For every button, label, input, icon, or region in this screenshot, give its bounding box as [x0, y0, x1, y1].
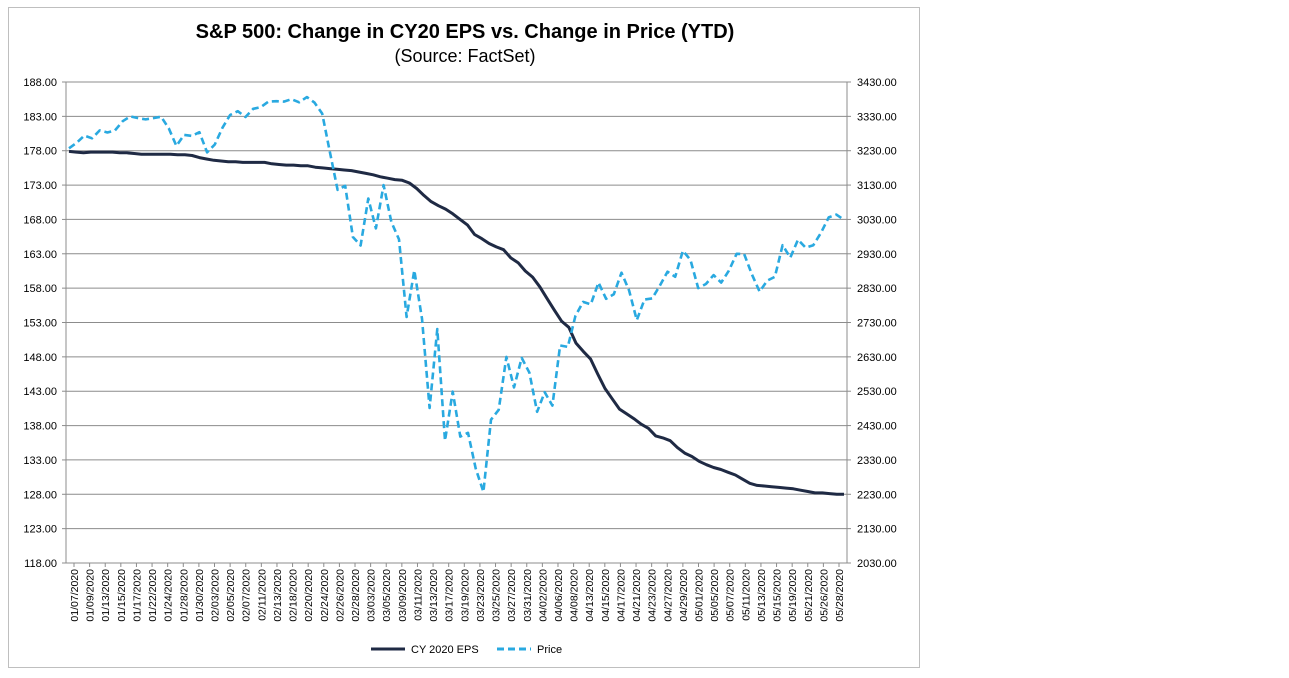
x-tick-label: 02/13/2020 [272, 569, 284, 622]
legend: CY 2020 EPS Price [371, 644, 562, 656]
x-tick-label: 05/01/2020 [693, 569, 705, 622]
grid-layer [66, 81, 847, 564]
x-tick-label: 05/21/2020 [803, 569, 815, 622]
y-right-tick-label: 3130.00 [857, 180, 897, 192]
x-tick-label: 03/03/2020 [366, 569, 378, 622]
x-tick-label: 01/24/2020 [163, 569, 175, 622]
eps-series-line [68, 149, 844, 496]
x-tick-label: 04/02/2020 [537, 569, 549, 622]
x-tick-label: 03/23/2020 [475, 569, 487, 622]
y-right-tick-label: 2530.00 [857, 386, 897, 398]
x-tick-label: 02/18/2020 [288, 569, 300, 622]
y-right-tick-label: 2230.00 [857, 489, 897, 501]
x-tick-label: 02/26/2020 [334, 569, 346, 622]
y-left-tick-label: 178.00 [23, 146, 57, 158]
x-tick-label: 01/30/2020 [194, 569, 206, 622]
x-tick-label: 05/11/2020 [740, 569, 752, 621]
y-right-tick-label: 2730.00 [857, 318, 897, 330]
price-series-line [68, 95, 845, 494]
x-tick-label: 03/05/2020 [381, 569, 393, 622]
x-tick-label: 02/11/2020 [256, 569, 268, 621]
x-tick-label: 05/15/2020 [772, 569, 784, 622]
x-tick-label: 02/24/2020 [319, 569, 331, 622]
x-tick-label: 02/05/2020 [225, 569, 237, 622]
x-tick-label: 03/13/2020 [428, 569, 440, 622]
y-left-tick-label: 148.00 [23, 352, 57, 364]
y-left-tick-label: 143.00 [23, 386, 57, 398]
x-tick-label: 02/20/2020 [303, 569, 315, 622]
x-tick-label: 01/13/2020 [100, 569, 112, 622]
y-left-tick-label: 128.00 [23, 489, 57, 501]
x-tick-label: 03/19/2020 [459, 569, 471, 622]
x-tick-label: 03/11/2020 [412, 569, 424, 621]
y-right-tick-label: 3230.00 [857, 146, 897, 158]
y-left-tick-label: 123.00 [23, 524, 57, 536]
chart-title: S&P 500: Change in CY20 EPS vs. Change i… [196, 21, 735, 43]
x-tick-label: 01/09/2020 [85, 569, 97, 622]
y-right-tick-label: 2030.00 [857, 558, 897, 570]
x-tick-label: 05/28/2020 [834, 569, 846, 622]
x-tick-label: 04/21/2020 [631, 569, 643, 622]
x-tick-label: 04/23/2020 [647, 569, 659, 622]
x-tick-label: 02/28/2020 [350, 569, 362, 622]
chart-frame: S&P 500: Change in CY20 EPS vs. Change i… [8, 7, 920, 668]
legend-label: Price [537, 644, 562, 656]
x-tick-label: 01/28/2020 [178, 569, 190, 622]
x-tick-label: 03/25/2020 [491, 569, 503, 622]
x-tick-label: 03/27/2020 [506, 569, 518, 622]
y-left-tick-label: 158.00 [23, 283, 57, 295]
x-tick-label: 04/29/2020 [678, 569, 690, 622]
y-left-tick-label: 173.00 [23, 180, 57, 192]
x-tick-label: 05/26/2020 [818, 569, 830, 622]
y-right-tick-label: 2830.00 [857, 283, 897, 295]
y-right-tick-label: 2630.00 [857, 352, 897, 364]
y-left-tick-label: 133.00 [23, 455, 57, 467]
x-tick-label: 01/15/2020 [116, 569, 128, 622]
x-tick-label: 04/17/2020 [615, 569, 627, 622]
plot-area-border [65, 81, 848, 564]
series-layer [68, 95, 845, 496]
chart-svg: S&P 500: Change in CY20 EPS vs. Change i… [23, 21, 896, 656]
x-tick-label: 03/09/2020 [397, 569, 409, 622]
y-left-tick-label: 118.00 [24, 558, 57, 570]
x-tick-label: 04/13/2020 [584, 569, 596, 622]
x-tick-label: 01/07/2020 [69, 569, 81, 622]
y-left-tick-label: 163.00 [23, 249, 57, 261]
y-right-tick-label: 2930.00 [857, 249, 897, 261]
y-left-tick-label: 168.00 [23, 214, 57, 226]
y-right-tick-label: 2430.00 [857, 421, 897, 433]
y-right-tick-label: 3030.00 [857, 214, 897, 226]
x-tick-label: 03/17/2020 [444, 569, 456, 622]
x-tick-label: 01/17/2020 [131, 569, 143, 622]
x-tick-label: 02/07/2020 [241, 569, 253, 622]
x-tick-label: 05/07/2020 [725, 569, 737, 622]
x-tick-label: 04/27/2020 [662, 569, 674, 622]
y-right-tick-label: 2130.00 [857, 524, 897, 536]
x-tick-label: 03/31/2020 [522, 569, 534, 622]
y-left-tick-label: 183.00 [23, 111, 57, 123]
x-tick-label: 05/05/2020 [709, 569, 721, 622]
x-tick-label: 04/15/2020 [600, 569, 612, 622]
y-right-tick-label: 2330.00 [857, 455, 897, 467]
x-tick-label: 02/03/2020 [210, 569, 222, 622]
x-tick-label: 05/13/2020 [756, 569, 768, 622]
x-tick-label: 05/19/2020 [787, 569, 799, 622]
axis-layer: 118.00 2030.00 123.00 2130.00 128.00 2230.00 1… [23, 77, 896, 622]
y-right-tick-label: 3330.00 [857, 111, 897, 123]
y-right-tick-label: 3430.00 [857, 77, 897, 89]
y-left-tick-label: 153.00 [23, 318, 57, 330]
x-tick-label: 04/06/2020 [553, 569, 565, 622]
legend-label: CY 2020 EPS [411, 644, 479, 656]
chart-subtitle: (Source: FactSet) [394, 46, 535, 66]
y-left-tick-label: 188.00 [23, 77, 57, 89]
x-tick-label: 04/08/2020 [569, 569, 581, 622]
x-tick-label: 01/22/2020 [147, 569, 159, 622]
y-left-tick-label: 138.00 [23, 421, 57, 433]
